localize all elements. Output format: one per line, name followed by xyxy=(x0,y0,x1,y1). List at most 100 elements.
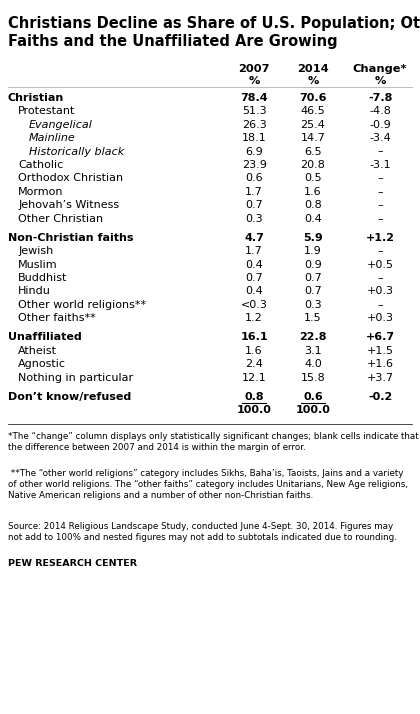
Text: –: – xyxy=(377,187,383,197)
Text: Source: 2014 Religious Landscape Study, conducted June 4-Sept. 30, 2014. Figures: Source: 2014 Religious Landscape Study, … xyxy=(8,522,396,543)
Text: 6.5: 6.5 xyxy=(304,146,322,156)
Text: Christian: Christian xyxy=(8,93,64,103)
Text: 1.7: 1.7 xyxy=(245,246,263,256)
Text: Other faiths**: Other faiths** xyxy=(18,313,96,323)
Text: 0.6: 0.6 xyxy=(245,174,263,183)
Text: Agnostic: Agnostic xyxy=(18,359,66,369)
Text: Change*: Change* xyxy=(353,64,407,74)
Text: Unaffiliated: Unaffiliated xyxy=(8,333,81,343)
Text: Don’t know/refused: Don’t know/refused xyxy=(8,392,131,402)
Text: +6.7: +6.7 xyxy=(365,333,395,343)
Text: 2007: 2007 xyxy=(239,64,270,74)
Text: 2.4: 2.4 xyxy=(245,359,263,369)
Text: 0.5: 0.5 xyxy=(304,174,322,183)
Text: Atheist: Atheist xyxy=(18,346,57,356)
Text: 1.2: 1.2 xyxy=(245,313,263,323)
Text: 46.5: 46.5 xyxy=(301,106,325,116)
Text: Evangelical: Evangelical xyxy=(29,120,92,130)
Text: +1.6: +1.6 xyxy=(367,359,394,369)
Text: Non-Christian faiths: Non-Christian faiths xyxy=(8,233,133,243)
Text: 51.3: 51.3 xyxy=(242,106,266,116)
Text: 0.4: 0.4 xyxy=(304,213,322,223)
Text: 1.6: 1.6 xyxy=(245,346,263,356)
Text: –: – xyxy=(377,300,383,310)
Text: –: – xyxy=(377,146,383,156)
Text: Nothing in particular: Nothing in particular xyxy=(18,373,133,383)
Text: Mainline: Mainline xyxy=(29,133,75,143)
Text: %: % xyxy=(374,76,386,86)
Text: 1.9: 1.9 xyxy=(304,246,322,256)
Text: Other Christian: Other Christian xyxy=(18,213,103,223)
Text: 0.7: 0.7 xyxy=(245,273,263,283)
Text: Protestant: Protestant xyxy=(18,106,76,116)
Text: 0.6: 0.6 xyxy=(303,392,323,402)
Text: Historically black: Historically black xyxy=(29,146,124,156)
Text: 70.6: 70.6 xyxy=(299,93,327,103)
Text: *The “change” column displays only statistically significant changes; blank cell: *The “change” column displays only stati… xyxy=(8,431,418,452)
Text: +0.5: +0.5 xyxy=(367,260,394,270)
Text: +0.3: +0.3 xyxy=(367,286,394,296)
Text: Christians Decline as Share of U.S. Population; Other: Christians Decline as Share of U.S. Popu… xyxy=(8,16,420,31)
Text: Catholic: Catholic xyxy=(18,160,63,170)
Text: 0.8: 0.8 xyxy=(304,200,322,210)
Text: 3.1: 3.1 xyxy=(304,346,322,356)
Text: -4.8: -4.8 xyxy=(369,106,391,116)
Text: 25.4: 25.4 xyxy=(300,120,326,130)
Text: 0.7: 0.7 xyxy=(304,286,322,296)
Text: 15.8: 15.8 xyxy=(301,373,325,383)
Text: Hindu: Hindu xyxy=(18,286,51,296)
Text: **The “other world religions” category includes Sikhs, Baha’is, Taoists, Jains a: **The “other world religions” category i… xyxy=(8,468,407,500)
Text: Orthodox Christian: Orthodox Christian xyxy=(18,174,123,183)
Text: 4.0: 4.0 xyxy=(304,359,322,369)
Text: 20.8: 20.8 xyxy=(300,160,326,170)
Text: 22.8: 22.8 xyxy=(299,333,327,343)
Text: +0.3: +0.3 xyxy=(367,313,394,323)
Text: 1.6: 1.6 xyxy=(304,187,322,197)
Text: 26.3: 26.3 xyxy=(242,120,266,130)
Text: Other world religions**: Other world religions** xyxy=(18,300,146,310)
Text: Faiths and the Unaffiliated Are Growing: Faiths and the Unaffiliated Are Growing xyxy=(8,34,337,49)
Text: 23.9: 23.9 xyxy=(241,160,267,170)
Text: 0.3: 0.3 xyxy=(245,213,263,223)
Text: –: – xyxy=(377,273,383,283)
Text: -7.8: -7.8 xyxy=(368,93,392,103)
Text: <0.3: <0.3 xyxy=(241,300,268,310)
Text: Buddhist: Buddhist xyxy=(18,273,68,283)
Text: -3.4: -3.4 xyxy=(369,133,391,143)
Text: PEW RESEARCH CENTER: PEW RESEARCH CENTER xyxy=(8,559,136,568)
Text: 100.0: 100.0 xyxy=(236,406,272,416)
Text: –: – xyxy=(377,246,383,256)
Text: %: % xyxy=(307,76,319,86)
Text: -0.2: -0.2 xyxy=(368,392,392,402)
Text: 16.1: 16.1 xyxy=(240,333,268,343)
Text: 18.1: 18.1 xyxy=(242,133,266,143)
Text: 6.9: 6.9 xyxy=(245,146,263,156)
Text: 5.9: 5.9 xyxy=(303,233,323,243)
Text: 0.8: 0.8 xyxy=(244,392,264,402)
Text: +1.5: +1.5 xyxy=(367,346,394,356)
Text: 0.9: 0.9 xyxy=(304,260,322,270)
Text: +3.7: +3.7 xyxy=(367,373,394,383)
Text: 0.7: 0.7 xyxy=(304,273,322,283)
Text: 78.4: 78.4 xyxy=(240,93,268,103)
Text: Jewish: Jewish xyxy=(18,246,53,256)
Text: -3.1: -3.1 xyxy=(369,160,391,170)
Text: %: % xyxy=(248,76,260,86)
Text: 0.4: 0.4 xyxy=(245,260,263,270)
Text: 0.7: 0.7 xyxy=(245,200,263,210)
Text: 1.5: 1.5 xyxy=(304,313,322,323)
Text: –: – xyxy=(377,174,383,183)
Text: –: – xyxy=(377,213,383,223)
Text: Muslim: Muslim xyxy=(18,260,58,270)
Text: Mormon: Mormon xyxy=(18,187,63,197)
Text: 4.7: 4.7 xyxy=(244,233,264,243)
Text: 12.1: 12.1 xyxy=(242,373,266,383)
Text: 1.7: 1.7 xyxy=(245,187,263,197)
Text: 0.3: 0.3 xyxy=(304,300,322,310)
Text: -0.9: -0.9 xyxy=(369,120,391,130)
Text: Jehovah’s Witness: Jehovah’s Witness xyxy=(18,200,119,210)
Text: 2014: 2014 xyxy=(297,64,329,74)
Text: 100.0: 100.0 xyxy=(295,406,331,416)
Text: 14.7: 14.7 xyxy=(300,133,326,143)
Text: +1.2: +1.2 xyxy=(365,233,395,243)
